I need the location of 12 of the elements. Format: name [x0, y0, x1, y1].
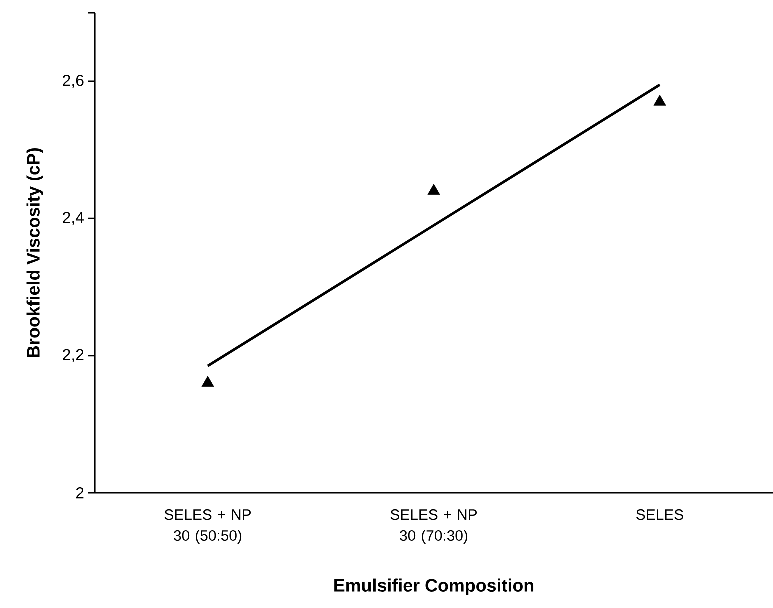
- y-tick-label: 2,6: [63, 74, 84, 88]
- point: [202, 376, 214, 387]
- y-axis-title: Brookfield Viscosity (cP): [26, 148, 44, 358]
- point: [654, 94, 666, 106]
- y-tick-label: 2,4: [63, 212, 84, 226]
- point: [428, 184, 440, 195]
- x-tick-label: SELES + NP 30 (50:50): [164, 510, 252, 544]
- x-tick-label: SELES + NP 30 (70:30): [390, 510, 478, 544]
- y-tick-label: 2: [76, 487, 84, 499]
- y-tick-label: 2,2: [63, 349, 84, 362]
- x-axis-title: Emulsifier Composition: [334, 578, 534, 596]
- x-tick-label: SELES: [636, 510, 684, 520]
